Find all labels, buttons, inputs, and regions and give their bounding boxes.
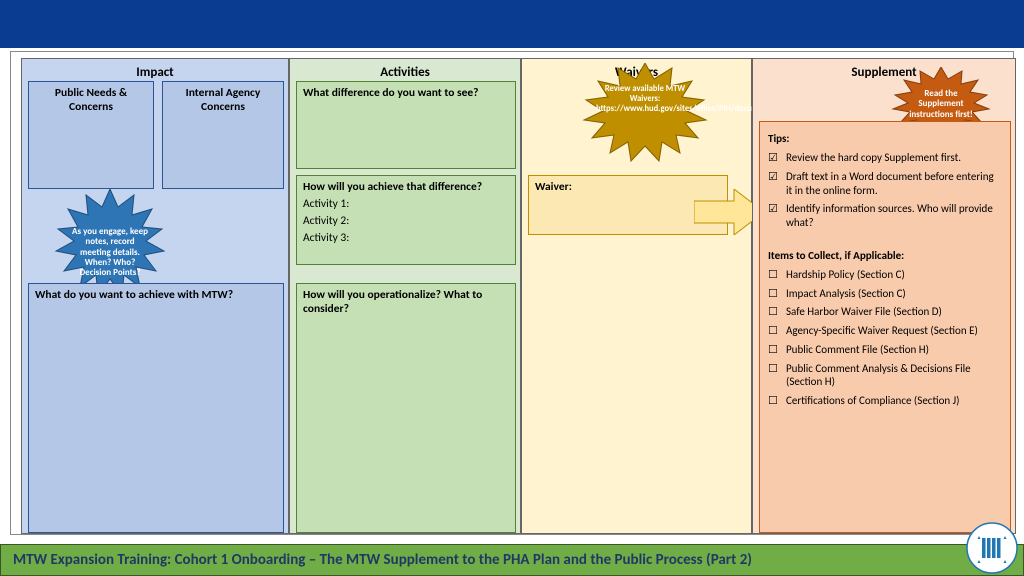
tip-2: Draft text in a Word document before ent… [768, 170, 1002, 198]
public-needs-box: Public Needs & Concerns [28, 81, 154, 189]
impact-burst-text: As you engage, keep notes, record meetin… [72, 227, 148, 279]
activity-1: Activity 1: [303, 197, 509, 211]
item-2: Impact Analysis (Section C) [768, 287, 1002, 301]
items-title: Items to Collect, if Applicable: [768, 249, 1002, 262]
supplement-column: Supplement Read the Supplement instructi… [752, 58, 1016, 534]
activity-3: Activity 3: [303, 231, 509, 245]
item-5: Public Comment File (Section H) [768, 343, 1002, 357]
supplement-burst-text: Read the Supplement instructions first! [907, 89, 975, 120]
item-4: Agency-Specific Waiver Request (Section … [768, 324, 1002, 338]
activities-q3: How will you operationalize? What to con… [296, 283, 516, 533]
activity-2: Activity 2: [303, 214, 509, 228]
item-1: Hardship Policy (Section C) [768, 268, 1002, 282]
item-6: Public Comment Analysis & Decisions File… [768, 362, 1002, 390]
activities-q1: What difference do you want to see? [296, 81, 516, 169]
impact-column: Impact Public Needs & Concerns Internal … [21, 58, 289, 534]
waivers-column: Waivers Review available MTW Waivers: ht… [521, 58, 752, 534]
tip-3: Identify information sources. Who will p… [768, 202, 1002, 230]
activities-column: Activities What difference do you want t… [289, 58, 521, 534]
footer-bar: MTW Expansion Training: Cohort 1 Onboard… [0, 544, 1024, 576]
top-bar [0, 0, 1024, 48]
waivers-burst-text: Review available MTW Waivers: https://ww… [596, 85, 694, 114]
footer-title: MTW Expansion Training: Cohort 1 Onboard… [13, 551, 752, 569]
supplement-box: Tips: Review the hard copy Supplement fi… [759, 121, 1011, 533]
item-7: Certifications of Compliance (Section J) [768, 394, 1002, 408]
activities-q2: How will you achieve that difference? Ac… [296, 175, 516, 265]
item-3: Safe Harbor Waiver File (Section D) [768, 305, 1002, 319]
main-grid: Impact Public Needs & Concerns Internal … [10, 51, 1014, 535]
waivers-starburst: Review available MTW Waivers: https://ww… [576, 63, 714, 173]
internal-concerns-box: Internal Agency Concerns [162, 81, 284, 189]
tip-1: Review the hard copy Supplement first. [768, 151, 1002, 165]
achieve-mtw-box: What do you want to achieve with MTW? [28, 283, 284, 533]
hud-logo-icon [966, 522, 1018, 574]
tips-title: Tips: [768, 132, 1002, 145]
